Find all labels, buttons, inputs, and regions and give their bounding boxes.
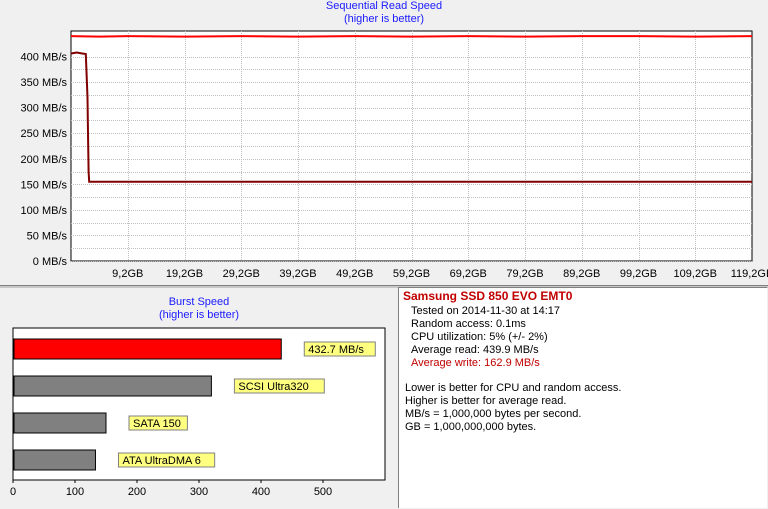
seq-x-tick-label: 9,2GB — [112, 268, 143, 280]
seq-x-tick-label: 99,2GB — [620, 268, 657, 280]
seq-chart-subtitle: (higher is better) — [343, 13, 425, 25]
burst-speed-chart-panel: Burst Speed (higher is better) 432.7 MB/… — [0, 286, 398, 509]
seq-y-tick-label: 0 MB/s — [33, 256, 68, 268]
seq-y-tick-label: 200 MB/s — [21, 154, 68, 166]
seq-x-tick-label: 79,2GB — [506, 268, 543, 280]
sequential-read-chart-panel: Sequential Read Speed (higher is better)… — [21, 0, 768, 280]
burst-chart-subtitle: (higher is better) — [158, 309, 240, 321]
random-access: Random access: 0.1ms — [411, 318, 526, 330]
burst-bar-0 — [13, 338, 282, 360]
burst-label-box-0 — [303, 341, 376, 357]
seq-y-tick-label: 250 MB/s — [21, 128, 68, 140]
seq-x-tick-label: 69,2GB — [450, 268, 487, 280]
seq-chart-svg: 0 MB/s 50 MB/s 100 MB/s 150 MB/s 200 MB/s 250… — [21, 30, 768, 280]
note-gb-definition: GB = 1,000,000,000 bytes. — [405, 421, 537, 433]
burst-x-tick-label: 200 — [128, 486, 146, 498]
burst-label-box-2 — [128, 415, 188, 431]
burst-bar-label-3: ATA UltraDMA 6 — [122, 455, 200, 467]
burst-bar-label-2: SATA 150 — [133, 418, 181, 430]
seq-series-line-0 — [70, 35, 753, 38]
seq-chart-title: Sequential Read Speed — [325, 0, 443, 12]
burst-x-tick-label: 0 — [10, 486, 16, 498]
burst-chart-svg: 432.7 MB/s SCSI Ultra320 SATA 150 ATA Ultra… — [10, 327, 386, 498]
seq-x-tick-label: 39,2GB — [279, 268, 316, 280]
burst-label-box-3 — [117, 452, 216, 468]
burst-bar-3 — [13, 449, 96, 471]
burst-bar-label-1: SCSI Ultra320 — [238, 381, 308, 393]
note-lower-better: Lower is better for CPU and random acces… — [405, 382, 622, 394]
burst-x-tick-label: 100 — [66, 486, 84, 498]
burst-label-box-1 — [233, 378, 325, 394]
burst-x-tick-label: 400 — [252, 486, 270, 498]
burst-bar-label-0: 432.7 MB/s — [308, 344, 364, 356]
tested-date: Tested on 2014-11-30 at 14:17 — [411, 305, 561, 317]
seq-y-tick-label: 300 MB/s — [21, 103, 68, 115]
note-mb-definition: MB/s = 1,000,000 bytes per second. — [405, 408, 582, 420]
burst-x-tick-label: 500 — [314, 486, 332, 498]
burst-chart-title: Burst Speed — [168, 296, 230, 308]
seq-x-tick-label: 49,2GB — [336, 268, 373, 280]
seq-x-tick-label: 109,2GB — [674, 268, 717, 280]
seq-y-tick-label: 350 MB/s — [21, 77, 68, 89]
burst-bar-2 — [13, 412, 107, 434]
panel-divider — [0, 285, 768, 288]
burst-x-tick-label: 300 — [190, 486, 208, 498]
seq-x-tick-label: 19,2GB — [166, 268, 203, 280]
average-read: Average read: 439.9 MB/s — [411, 344, 539, 356]
seq-y-tick-label: 150 MB/s — [21, 179, 68, 191]
note-higher-better: Higher is better for average read. — [405, 395, 567, 407]
device-name: Samsung SSD 850 EVO EMT0 — [403, 289, 573, 303]
burst-bar-1 — [13, 375, 212, 397]
seq-y-tick-label: 400 MB/s — [21, 52, 68, 64]
seq-y-tick-label: 100 MB/s — [21, 205, 68, 217]
average-write: Average write: 162.9 MB/s — [411, 357, 540, 369]
seq-y-tick-label: 50 MB/s — [27, 230, 68, 242]
seq-series-line-1 — [70, 51, 752, 183]
drive-info-panel: Samsung SSD 850 EVO EMT0 Tested on 2014-… — [398, 287, 767, 508]
seq-x-tick-label: 29,2GB — [223, 268, 260, 280]
seq-x-tick-label: 119,2GB — [731, 268, 768, 280]
cpu-utilization: CPU utilization: 5% (+/- 2%) — [411, 331, 548, 343]
seq-x-tick-label: 59,2GB — [393, 268, 430, 280]
seq-x-tick-label: 89,2GB — [563, 268, 600, 280]
